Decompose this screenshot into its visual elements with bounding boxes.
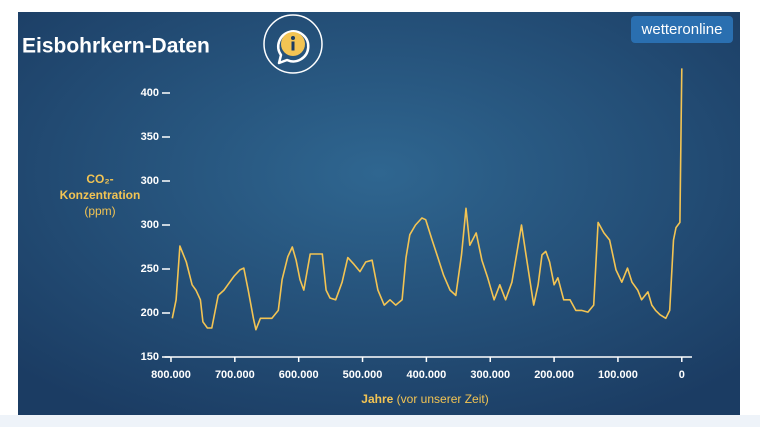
y-tick-label: 300 bbox=[141, 219, 159, 231]
y-tick-label: 300 bbox=[141, 175, 159, 187]
x-tick-label: 400.000 bbox=[407, 369, 447, 381]
x-tick-label: 600.000 bbox=[279, 369, 319, 381]
x-label-note: (vor unserer Zeit) bbox=[397, 392, 489, 406]
x-axis-label: Jahre (vor unserer Zeit) bbox=[361, 392, 488, 406]
x-tick-label: 800.000 bbox=[151, 369, 191, 381]
y-axis-label: CO₂- Konzentration (ppm) bbox=[60, 172, 141, 218]
y-label-line: Konzentration bbox=[60, 188, 141, 202]
x-tick-label: 700.000 bbox=[215, 369, 255, 381]
panel bbox=[18, 12, 740, 415]
x-tick-label: 200.000 bbox=[534, 369, 574, 381]
x-tick-label: 0 bbox=[679, 369, 685, 381]
x-tick-label: 500.000 bbox=[343, 369, 383, 381]
x-tick-label: 100.000 bbox=[598, 369, 638, 381]
y-tick-label: 150 bbox=[141, 351, 159, 363]
x-label-main: Jahre bbox=[361, 392, 393, 406]
y-tick-label: 200 bbox=[141, 307, 159, 319]
logo-box bbox=[631, 16, 733, 43]
y-tick-label: 250 bbox=[141, 263, 159, 275]
y-tick-label: 400 bbox=[141, 87, 159, 99]
bottom-strip bbox=[0, 415, 760, 427]
info-icon bbox=[263, 14, 323, 74]
y-label-line: CO₂- bbox=[86, 172, 113, 186]
data-line bbox=[171, 68, 683, 331]
y-tick-label: 350 bbox=[141, 131, 159, 143]
x-tick-label: 300.000 bbox=[470, 369, 510, 381]
title: Eisbohrkern-Daten bbox=[22, 35, 210, 58]
y-label-line: (ppm) bbox=[84, 204, 115, 218]
logo: wetteronline bbox=[641, 21, 723, 38]
